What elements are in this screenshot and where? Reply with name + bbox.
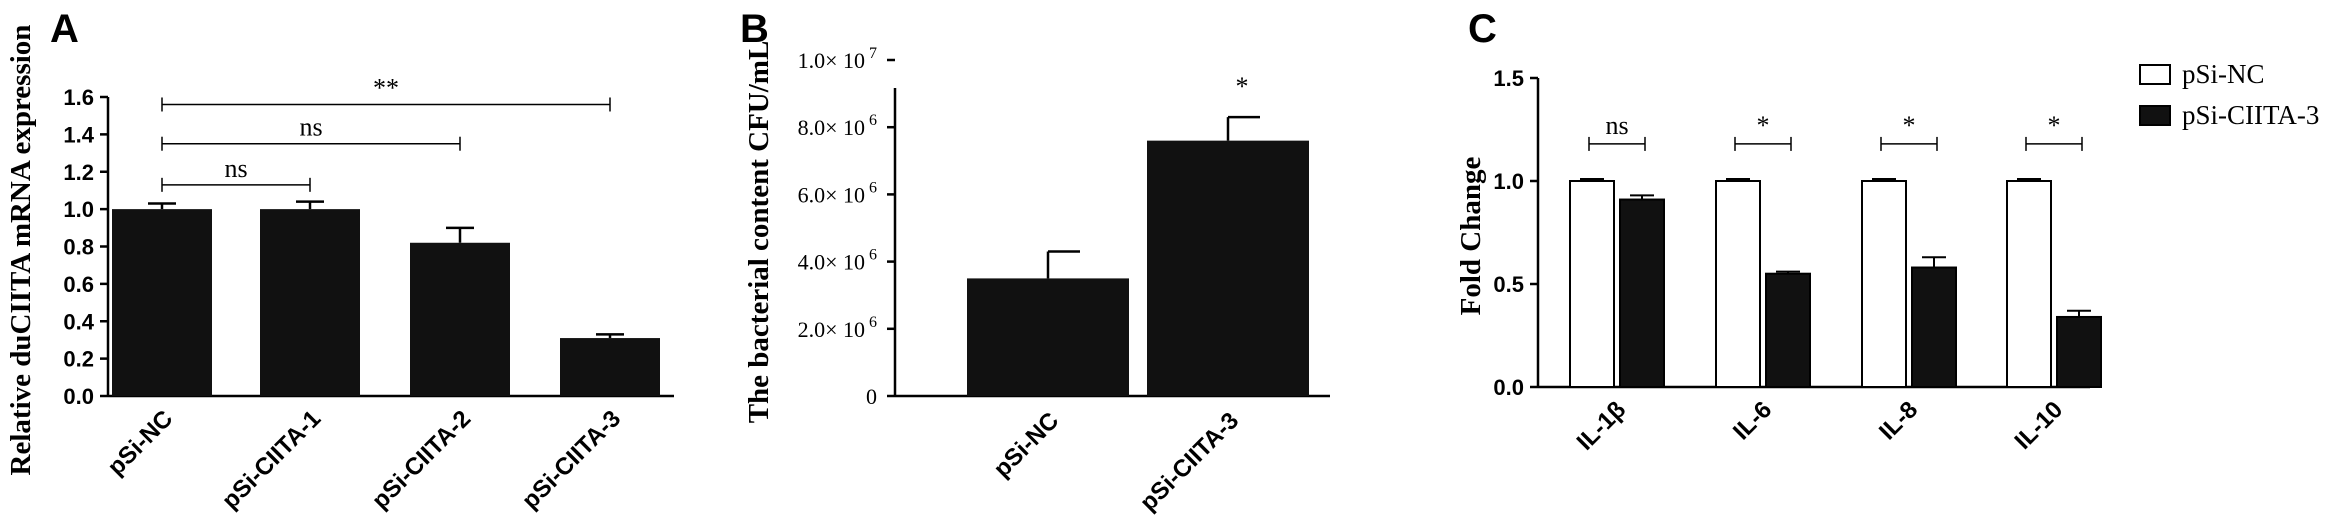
panel-c-bar-series-2 (1911, 266, 1957, 388)
panel-c: C Fold Change 0.0 0.5 1.0 1.5 IL-1β IL-6 IL-8 I… (1455, 7, 2319, 456)
panel-c-y-tick-label: 0.0 (1493, 375, 1524, 400)
panel-c-category-label: IL-8 (1874, 396, 1923, 445)
panel-a-y-tick-label: 0.8 (63, 235, 94, 260)
panel-c-y-tick-label: 1.5 (1493, 66, 1524, 91)
panel-letter-a: A (50, 7, 79, 51)
panel-b-category-label: pSi-CIITA-3 (1135, 407, 1244, 516)
panel-c-y-tick-label: 0.5 (1493, 272, 1524, 297)
panel-b-y-tick-label: 6.0× 10 6 (798, 179, 877, 207)
panel-b-y-axis-title: The bacterial content CFU/mL (743, 41, 775, 424)
panel-c-significance-label: * (2048, 111, 2061, 140)
panel-a-y-tick-label: 0.0 (63, 384, 94, 409)
panel-a-y-tick-label: 1.0 (63, 197, 94, 222)
panel-a-category-label: pSi-CIITA-2 (367, 405, 476, 514)
panel-a-bar (260, 209, 360, 396)
panel-a: A Relative duCIITA mRNA expression 0.00.… (5, 7, 674, 514)
panel-a-category-label: pSi-CIITA-3 (517, 405, 626, 514)
panel-a-y-tick-label: 0.4 (63, 309, 94, 334)
panel-a-plot: 0.0 0.2 0.4 0.6 0.8 1.0 1.2 1.4 1.6 pSi-NC pSi-CII… (63, 73, 674, 514)
panel-b: B The bacterial content CFU/mL 0 2.0× 10 … (740, 7, 1330, 516)
panel-b-y-tick-label: 2.0× 10 6 (798, 314, 877, 342)
panel-a-y-axis-title: Relative duCIITA mRNA expression (5, 25, 37, 476)
panel-c-y-axis-title: Fold Change (1455, 157, 1487, 316)
panel-b-y-tick-label: 0 (866, 384, 877, 409)
panel-a-significance-label: ns (299, 113, 322, 142)
panel-c-bar-series-1 (1715, 180, 1761, 388)
panel-c-bar-series-1 (1861, 180, 1907, 388)
legend-swatch-series-2 (2139, 105, 2171, 126)
panel-c-category-label: IL-6 (1728, 396, 1777, 445)
panel-a-category-label: pSi-NC (103, 405, 179, 481)
panel-c-bar-series-1 (2006, 180, 2052, 388)
panel-a-significance-label: ns (224, 154, 247, 183)
panel-a-bar (560, 338, 660, 396)
panel-c-y-tick-label: 1.0 (1493, 169, 1524, 194)
panel-b-plot: 0 2.0× 10 6 4.0× 10 6 6.0× 10 6 8.0× 10 6 1.0… (798, 45, 1330, 516)
panel-b-bar (1147, 140, 1309, 396)
panel-b-significance-label: * (1236, 72, 1249, 101)
panel-b-y-tick-label: 1.0× 10 7 (798, 45, 877, 73)
legend-label-series-1: pSi-NC (2182, 59, 2265, 89)
panel-c-significance-label: * (1903, 111, 1916, 140)
panel-a-bar (410, 242, 510, 396)
panel-c-bar-series-2 (1619, 198, 1665, 388)
panel-c-category-label: IL-1β (1572, 396, 1632, 456)
panel-a-y-tick-label: 1.4 (63, 122, 94, 147)
panel-a-bar (112, 209, 212, 396)
panel-c-significance-label: * (1757, 111, 1770, 140)
panel-c-plot: 0.0 0.5 1.0 1.5 IL-1β IL-6 IL-8 IL-10 ns * * * (1493, 66, 2102, 456)
panel-c-category-label: IL-10 (2010, 396, 2069, 455)
panel-letter-c: C (1468, 7, 1497, 51)
panel-a-y-tick-label: 0.6 (63, 272, 94, 297)
panel-b-y-tick-label: 4.0× 10 6 (798, 247, 877, 275)
panel-b-category-label: pSi-NC (989, 407, 1065, 483)
panel-b-y-tick-label: 8.0× 10 6 (798, 112, 877, 140)
panel-b-bar (967, 278, 1129, 396)
panel-c-bar-series-2 (2056, 315, 2102, 388)
panel-a-significance-label: ** (373, 73, 399, 102)
panel-a-y-tick-label: 1.6 (63, 85, 94, 110)
panel-c-bar-series-1 (1569, 180, 1615, 388)
panel-c-significance-label: ns (1605, 111, 1628, 140)
panel-a-y-tick-label: 1.2 (63, 160, 94, 185)
legend-swatch-series-1 (2139, 64, 2171, 85)
legend-label-series-2: pSi-CIITA-3 (2182, 100, 2319, 130)
panel-a-y-tick-label: 0.2 (63, 347, 94, 372)
panel-c-bar-series-2 (1765, 272, 1811, 389)
panel-letter-b: B (740, 7, 769, 51)
panel-a-category-label: pSi-CIITA-1 (217, 405, 326, 514)
panel-c-legend: pSi-NC pSi-CIITA-3 (2139, 59, 2319, 130)
